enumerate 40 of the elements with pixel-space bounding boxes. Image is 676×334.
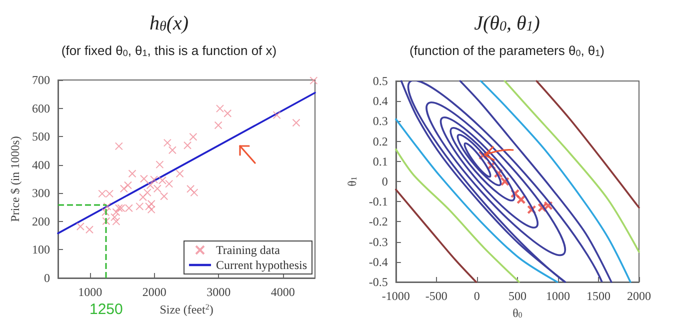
y-tick-label: 0 (382, 174, 388, 188)
y-tick-label: -0.5 (368, 275, 388, 289)
x-axis-title: θ0 (512, 306, 522, 320)
x-tick-label: -500 (425, 289, 448, 303)
y-tick-label: 0.3 (372, 114, 388, 128)
x-tick-label: -1000 (382, 289, 410, 303)
y-tick-label: 0.2 (372, 134, 388, 148)
y-tick-label: 0.5 (372, 74, 388, 88)
y-tick-label: 200 (32, 214, 50, 228)
chart-title: J(θ0, θ1) (474, 12, 540, 34)
x-tick-label: 1000 (78, 285, 102, 299)
y-tick-label: 0.4 (372, 94, 388, 108)
x-tick-label: 2000 (142, 285, 166, 299)
legend-label: Current hypothesis (216, 258, 308, 272)
x-tick-label: 500 (508, 289, 526, 303)
y-tick-label: 600 (32, 101, 50, 116)
x-tick-label: 1000 (546, 289, 570, 303)
y-tick-label: -0.4 (368, 254, 388, 269)
x-tick-label: 2000 (627, 289, 651, 303)
y-tick-label: -0.3 (368, 234, 388, 249)
x-tick-label: 0 (474, 289, 480, 303)
x-tick-label: 4000 (270, 285, 295, 299)
chart-title: hθ(x) (149, 12, 189, 34)
y-tick-label: -0.1 (368, 194, 388, 209)
chart-subtitle: (for fixed θ0, θ1, this is a function of x) (61, 43, 277, 58)
x-tick-label: 3000 (206, 285, 231, 299)
ref-line-label: 1250 (90, 301, 123, 318)
legend-label: Training data (216, 243, 281, 257)
y-axis-title: θ1 (345, 176, 359, 186)
y-tick-label: 700 (32, 73, 50, 87)
chart-subtitle: (function of the parameters θ0, θ1) (410, 43, 605, 58)
y-tick-label: 300 (32, 186, 50, 200)
y-tick-label: -0.2 (368, 214, 388, 229)
y-tick-label: 0 (44, 271, 50, 285)
y-tick-label: 400 (32, 158, 50, 172)
y-tick-label: 500 (32, 130, 50, 144)
y-axis-title: Price $ (in 1000s) (8, 136, 22, 222)
y-tick-label: 0.1 (372, 154, 388, 168)
x-tick-label: 1500 (586, 289, 610, 303)
y-tick-label: 100 (32, 242, 50, 257)
